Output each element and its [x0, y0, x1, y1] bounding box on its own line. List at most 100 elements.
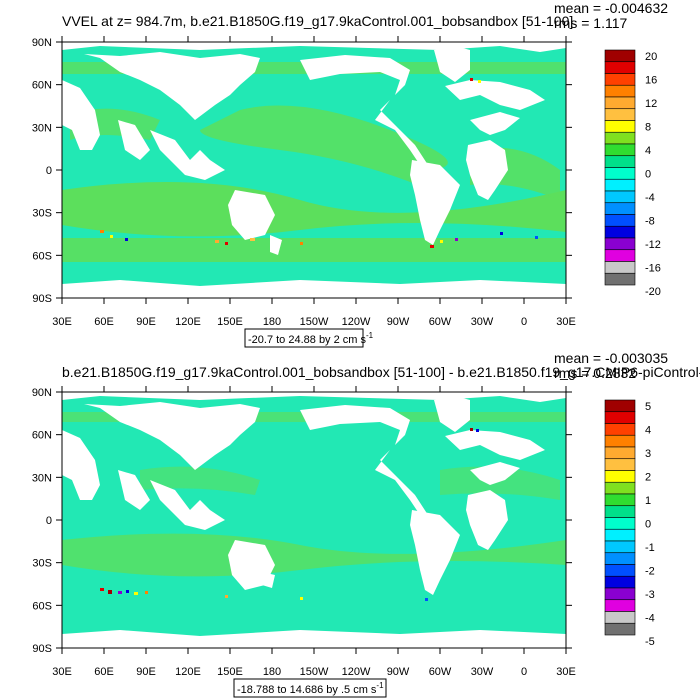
panel-2-colorbar-swatch: [604, 528, 636, 542]
panel-1-colorbar-label: 4: [645, 145, 651, 157]
panel-1-colorbar-swatch: [604, 143, 636, 157]
panel-2-lat-label: 30S: [32, 558, 52, 570]
panel-1: VVEL at z= 984.7m, b.e21.B1850G.f19_g17.…: [32, 0, 668, 348]
panel-1-lon-label: 90W: [387, 316, 410, 328]
panel-1-lat-label: 60S: [32, 250, 52, 262]
panel-2-lat-label: 60S: [32, 600, 52, 612]
panel-1-lon-label: 30E: [556, 316, 576, 328]
panel-2-lat-label: 90S: [32, 643, 52, 655]
panel-1-colorbar-swatch: [604, 120, 636, 133]
panel-2-lon-label: 120E: [175, 666, 201, 678]
panel-1-lon-label: 150W: [300, 316, 329, 328]
panel-2-colorbar-label: -5: [645, 636, 655, 648]
panel-2-colorbar-swatch: [604, 575, 636, 589]
panel-2-lat-label: 60N: [32, 430, 52, 442]
panel-1-lon-label: 30E: [52, 316, 72, 328]
panel-1-colorbar-swatch: [604, 84, 636, 98]
panel-1-colorbar-label: -20: [645, 286, 661, 298]
panel-2-colorbar-label: -2: [645, 565, 655, 577]
panel-2-colorbar-swatch: [604, 423, 636, 436]
panel-2: b.e21.B1850G.f19_g17.9kaControl.001_bobs…: [32, 350, 700, 698]
panel-1-colorbar-label: -4: [645, 192, 655, 204]
panel-2-colorbar-swatch: [604, 446, 636, 460]
panel-1-colorbar-label: -8: [645, 215, 655, 227]
panel-1-colorbar-swatch: [604, 272, 636, 286]
panel-2-colorbar-swatch: [604, 399, 636, 413]
panel-2-lon-label: 90E: [136, 666, 156, 678]
panel-2-lon-label: 150W: [300, 666, 329, 678]
panel-2-colorbar: 5 4 3 2 1 0 -1 -2 -3 -4 -5: [604, 399, 655, 648]
panel-2-lon-label: 30W: [471, 666, 494, 678]
panel-1-colorbar: 20 16 12 8 4 0 -4 -8 -12 -16 -20: [604, 49, 661, 298]
panel-2-colorbar-swatch: [604, 599, 636, 612]
panel-1-colorbar-swatch: [604, 202, 636, 215]
panel-2-colorbar-label: -4: [645, 612, 655, 624]
panel-1-colorbar-swatch: [604, 178, 636, 192]
panel-1-lon-label: 150E: [217, 316, 243, 328]
panel-1-lon-label: 120E: [175, 316, 201, 328]
panel-2-colorbar-swatch: [604, 493, 636, 507]
panel-2-colorbar-swatch: [604, 552, 636, 565]
panel-2-colorbar-swatch: [604, 470, 636, 483]
panel-2-colorbar-swatch: [604, 540, 636, 554]
panel-2-rms: rms = 0.2832: [554, 365, 636, 381]
panel-1-colorbar-swatch: [604, 214, 636, 227]
panel-1-colorbar-label: 16: [645, 74, 657, 86]
panel-1-lon-label: 0: [521, 316, 527, 328]
panel-1-colorbar-swatch: [604, 237, 636, 251]
panel-1-lat-label: 90N: [32, 37, 52, 49]
panel-1-lon-label: 180: [263, 316, 281, 328]
svg-text:-18.788 to 14.686 by .5 cm s-1: -18.788 to 14.686 by .5 cm s-1: [237, 681, 384, 696]
panel-1-specks: [100, 78, 538, 248]
panel-2-colorbar-label: 0: [645, 518, 651, 530]
panel-1-colorbar-swatch: [604, 261, 636, 274]
panel-1-colorbar-swatch: [604, 190, 636, 204]
panel-1-colorbar-swatch: [604, 49, 636, 63]
panel-2-colorbar-label: 3: [645, 448, 651, 460]
panel-1-range-exp: -1: [366, 331, 374, 340]
panel-1-rms: rms = 1.117: [554, 15, 627, 31]
panel-1-lat-label: 30S: [32, 208, 52, 220]
panel-2-lon-label: 30E: [556, 666, 576, 678]
panel-1-lat-label: 30N: [32, 122, 52, 134]
panel-1-colorbar-swatch: [604, 167, 636, 180]
panel-2-colorbar-swatch: [604, 517, 636, 530]
panel-1-colorbar-swatch: [604, 225, 636, 239]
panel-1-mean: mean = -0.004632: [554, 0, 668, 16]
panel-2-colorbar-swatch: [604, 611, 636, 624]
panel-2-range-exp: -1: [376, 681, 384, 690]
panel-1-title: VVEL at z= 984.7m, b.e21.B1850G.f19_g17.…: [62, 13, 573, 29]
panel-2-colorbar-swatch: [604, 564, 636, 577]
panel-1-land: [62, 42, 566, 298]
panel-2-colorbar-label: 5: [645, 401, 651, 413]
panel-1-colorbar-swatch: [604, 131, 636, 145]
panel-2-lon-label: 180: [263, 666, 281, 678]
svg-text:-20.7 to 24.88 by 2 cm s-1: -20.7 to 24.88 by 2 cm s-1: [248, 331, 374, 346]
panel-1-range-box: -20.7 to 24.88 by 2 cm s-1: [244, 328, 374, 348]
panel-1-lat-label: 90S: [32, 293, 52, 305]
panel-1-colorbar-label: -12: [645, 239, 661, 251]
panel-2-title: b.e21.B1850G.f19_g17.9kaControl.001_bobs…: [62, 364, 700, 380]
panel-2-colorbar-swatch: [604, 587, 636, 601]
panel-2-lon-label: 150E: [217, 666, 243, 678]
panel-1-colorbar-swatch: [604, 96, 636, 110]
panel-1-lat-label: 0: [46, 165, 52, 177]
panel-2-colorbar-swatch: [604, 411, 636, 424]
panel-1-lon-label: 120W: [342, 316, 371, 328]
panel-2-colorbar-swatch: [604, 458, 636, 471]
panel-2-lon-label: 120W: [342, 666, 371, 678]
panel-1-colorbar-label: 20: [645, 51, 657, 63]
panel-2-lon-label: 0: [521, 666, 527, 678]
panel-1-range-text: -20.7 to 24.88 by 2 cm s: [248, 334, 367, 346]
panel-1-colorbar-label: 0: [645, 168, 651, 180]
panel-2-colorbar-label: 2: [645, 471, 651, 483]
panel-2-colorbar-swatch: [604, 434, 636, 448]
panel-2-colorbar-swatch: [604, 622, 636, 636]
panel-1-lat-label: 60N: [32, 80, 52, 92]
panel-2-lon-label: 30E: [52, 666, 72, 678]
panel-1-lon-label: 30W: [471, 316, 494, 328]
